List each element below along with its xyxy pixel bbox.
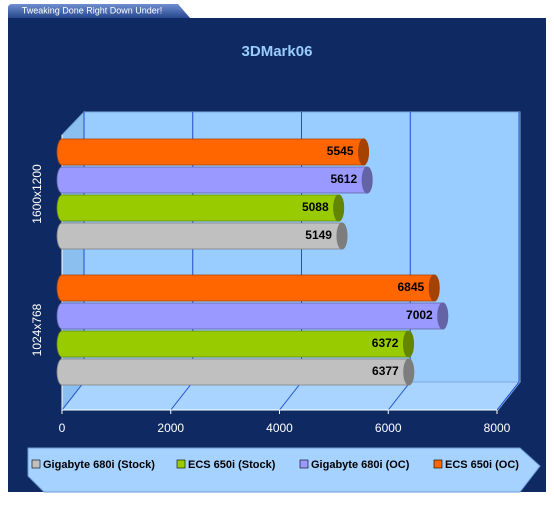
grid-floor-line xyxy=(387,381,411,411)
bar xyxy=(56,138,369,166)
grid-floor-line xyxy=(279,381,302,411)
legend-swatch xyxy=(433,459,443,469)
y-tick-label: 1600x1200 xyxy=(30,164,44,224)
bar xyxy=(56,194,345,222)
legend-label: ECS 650i (OC) xyxy=(445,459,519,471)
chart-title: 3DMark06 xyxy=(242,43,313,60)
bar-cap xyxy=(333,194,345,222)
value-label: 6845 xyxy=(397,280,424,294)
grid-floor-line xyxy=(170,381,194,411)
header-tab xyxy=(8,4,190,18)
bar-cap xyxy=(403,358,415,386)
bar-cap xyxy=(361,166,373,194)
value-label: 5612 xyxy=(330,172,357,186)
bar-cap xyxy=(402,330,414,358)
bar xyxy=(56,222,348,250)
legend-label: Gigabyte 680i (Stock) xyxy=(43,459,155,471)
legend-label: ECS 650i (Stock) xyxy=(188,459,276,471)
bar xyxy=(56,358,415,386)
legend-swatch xyxy=(31,459,41,469)
x-tick-label: 6000 xyxy=(375,421,402,435)
legend-swatch xyxy=(176,459,186,469)
x-tick-label: 4000 xyxy=(266,421,293,435)
value-label: 6377 xyxy=(372,364,399,378)
bar-cap xyxy=(437,302,449,330)
value-label: 5545 xyxy=(327,144,354,158)
header-tagline: Tweaking Done Right Down Under! xyxy=(22,5,163,15)
legend-label: Gigabyte 680i (OC) xyxy=(311,459,410,471)
grid-floor-line xyxy=(61,381,85,411)
bar xyxy=(56,166,373,194)
bar xyxy=(56,274,440,302)
legend-swatch xyxy=(299,459,309,469)
x-tick-label: 0 xyxy=(59,421,66,435)
value-label: 5088 xyxy=(302,200,329,214)
bar-cap xyxy=(358,138,370,166)
bar xyxy=(56,302,449,330)
value-label: 5149 xyxy=(305,228,332,242)
value-label: 7002 xyxy=(406,308,433,322)
bar-cap xyxy=(336,222,348,250)
y-tick-label: 1024x768 xyxy=(30,303,44,356)
value-label: 6372 xyxy=(372,336,399,350)
bar-cap xyxy=(428,274,440,302)
grid-floor-line xyxy=(496,381,520,411)
x-tick-label: 2000 xyxy=(157,421,184,435)
bar xyxy=(56,330,414,358)
x-tick-label: 8000 xyxy=(484,421,511,435)
legend-box xyxy=(27,447,541,493)
